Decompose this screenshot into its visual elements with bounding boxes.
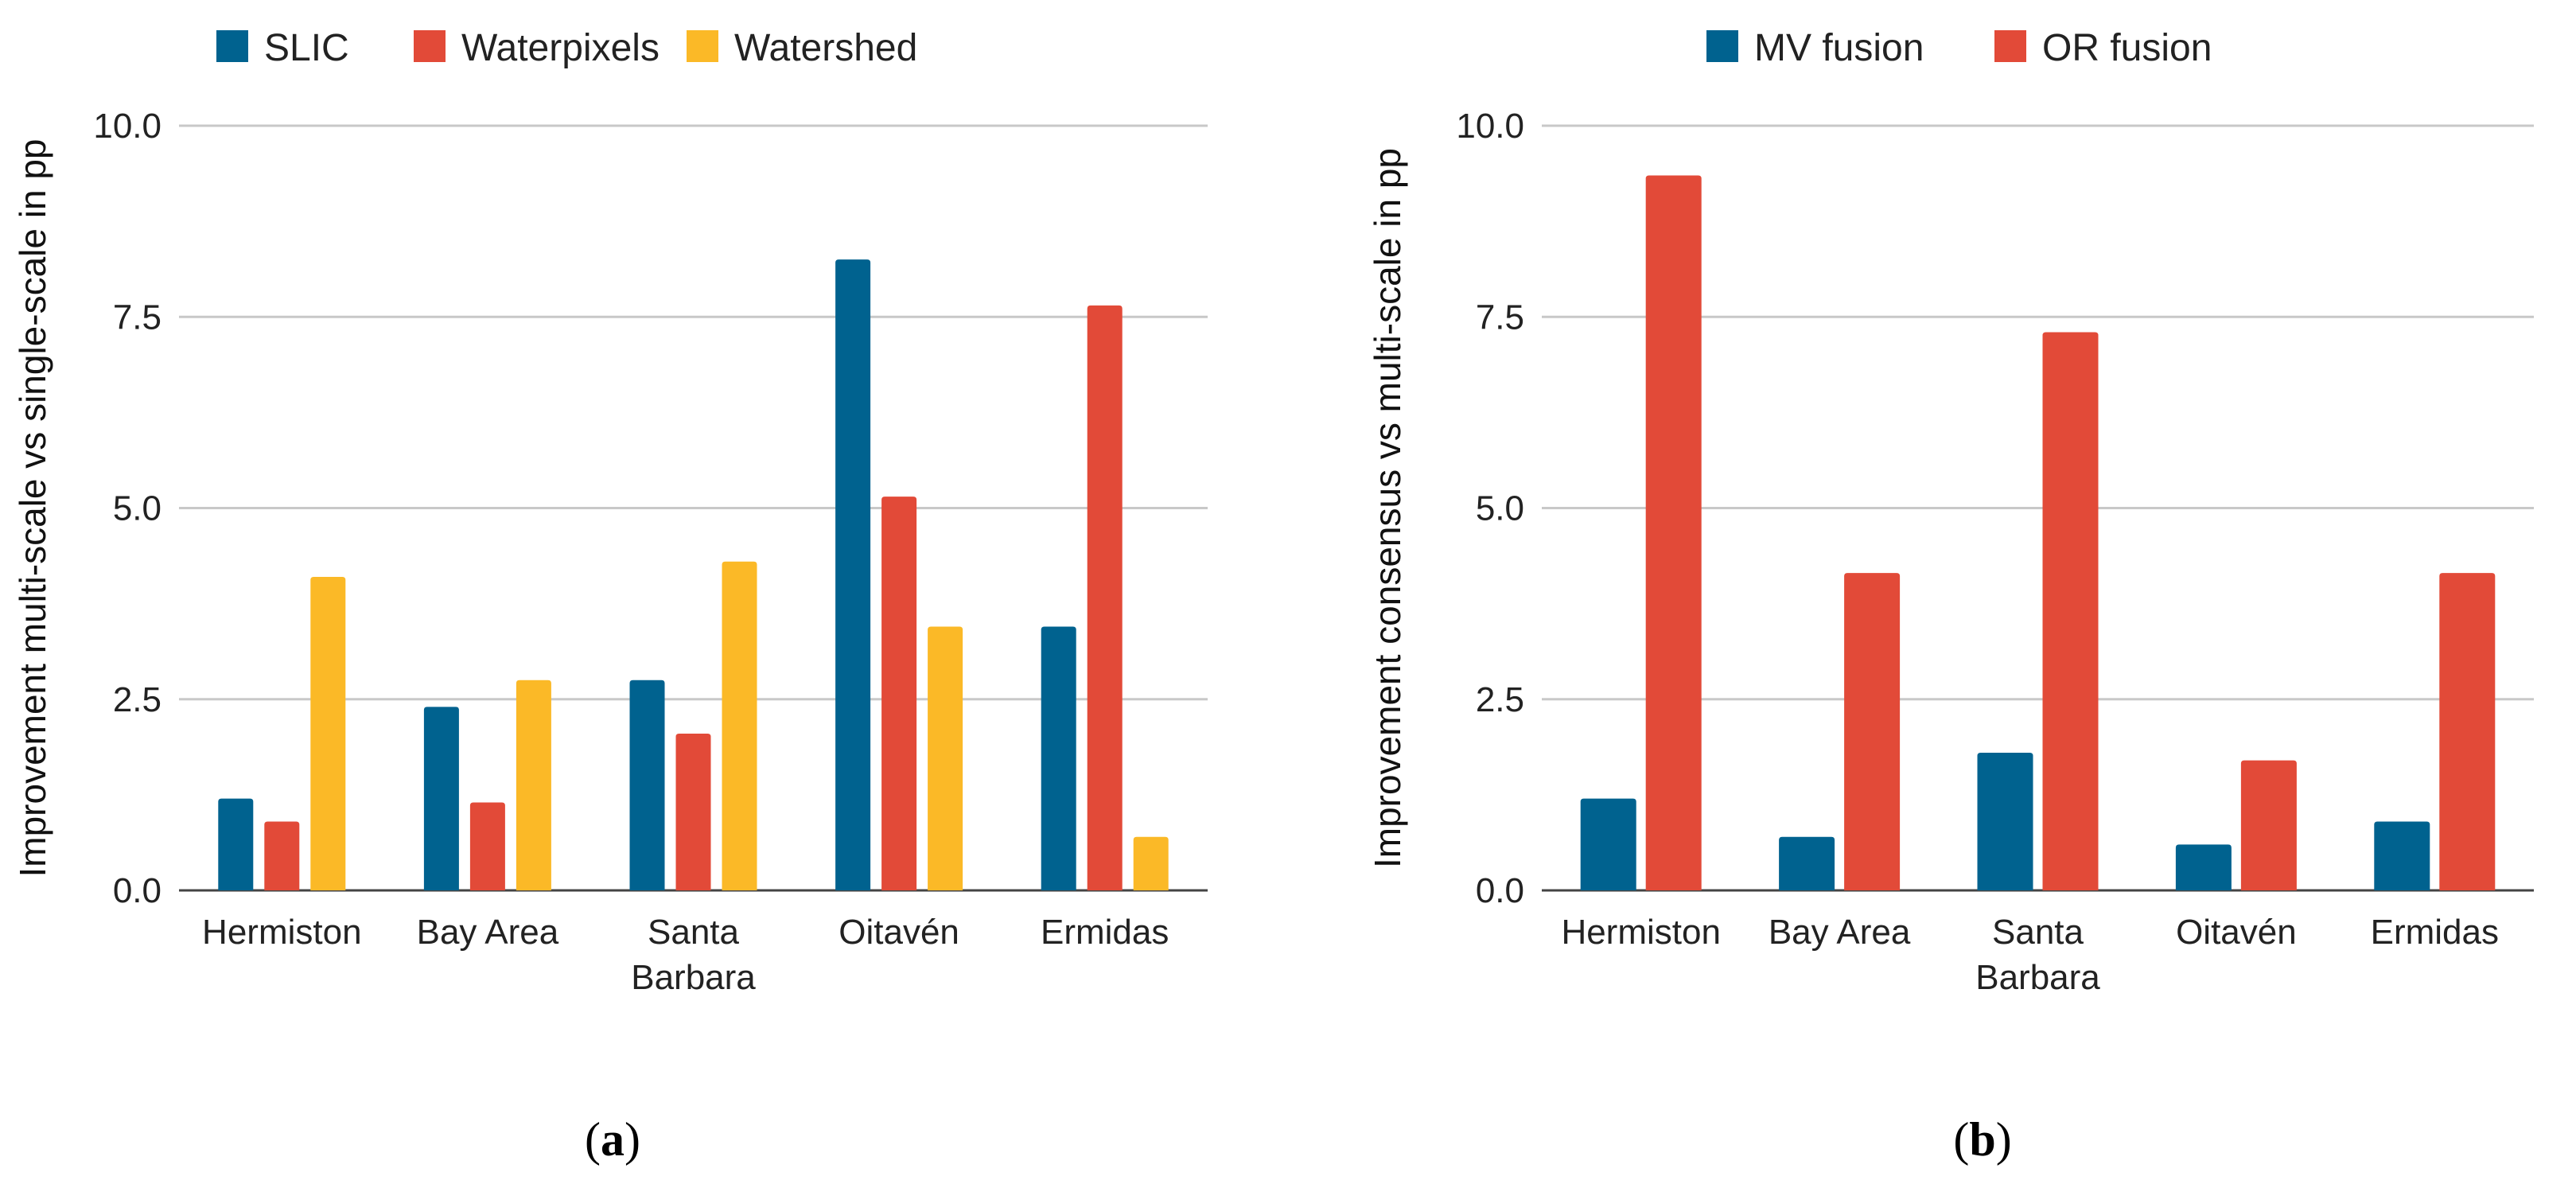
- chart-a-bar-watershed: [928, 626, 963, 890]
- chart-b-caption: (b): [1953, 1113, 2011, 1166]
- chart-b-x-tick-label: Barbara: [1975, 958, 2100, 997]
- chart-a-y-tick-label: 10.0: [93, 107, 161, 146]
- chart-a-y-tick-label: 0.0: [113, 871, 161, 910]
- chart-b-legend-swatch: [1706, 30, 1738, 62]
- chart-a-legend-entry: SLIC: [264, 27, 349, 69]
- chart-b-legend-entry: MV fusion: [1754, 27, 1924, 69]
- chart-b-bar-mv-fusion: [1779, 836, 1835, 890]
- chart-a-x-tick-label: Oitavén: [839, 913, 959, 952]
- chart-a-bar-watershed: [516, 680, 551, 890]
- chart-a-legend-swatch: [414, 30, 446, 62]
- chart-b-legend-entry: OR fusion: [2042, 27, 2212, 69]
- chart-a-caption: (a): [585, 1113, 640, 1166]
- chart-b-x-tick-label: Bay Area: [1769, 913, 1911, 952]
- chart-a-x-tick-label: Barbara: [631, 958, 756, 997]
- chart-b-x-tick-label: Oitavén: [2176, 913, 2297, 952]
- chart-a-y-tick-label: 5.0: [113, 489, 161, 528]
- chart-b-bar-or-fusion: [1645, 175, 1702, 891]
- chart-a-bar-waterpixels: [469, 802, 505, 890]
- chart-a-legend-swatch: [687, 30, 718, 62]
- chart-b-y-tick-label: 7.5: [1476, 298, 1524, 337]
- chart-a-legend-swatch: [216, 30, 248, 62]
- chart-a-y-axis-label: Improvement multi-scale vs single-scale …: [12, 138, 53, 877]
- chart-b-bar-mv-fusion: [2374, 821, 2430, 890]
- chart-b-bar-or-fusion: [2439, 573, 2496, 890]
- chart-a-bar-slic: [423, 707, 459, 890]
- chart-a-y-tick-label: 2.5: [113, 680, 161, 719]
- chart-a-bar-watershed: [722, 561, 757, 890]
- chart-a-x-tick-label: Ermidas: [1041, 913, 1169, 952]
- chart-b-y-tick-label: 2.5: [1476, 680, 1524, 719]
- chart-a-legend-entry: Waterpixels: [461, 27, 660, 69]
- chart-a-legend-entry: Watershed: [734, 27, 917, 69]
- chart-a-x-tick-label: Bay Area: [417, 913, 559, 952]
- chart-b-y-tick-label: 0.0: [1476, 871, 1524, 910]
- chart-b-y-tick-label: 10.0: [1456, 107, 1524, 146]
- chart-a-bar-waterpixels: [675, 733, 711, 890]
- chart-b-y-tick-label: 5.0: [1476, 489, 1524, 528]
- chart-b-legend-swatch: [1994, 30, 2026, 62]
- chart-b-bar-mv-fusion: [2175, 844, 2232, 890]
- chart-b-bar-or-fusion: [2240, 760, 2297, 890]
- chart-b-x-tick-label: Ermidas: [2371, 913, 2499, 952]
- chart-b-x-tick-label: Hermiston: [1561, 913, 1721, 952]
- chart-a-bar-slic: [1041, 626, 1076, 890]
- chart-a-bar-slic: [218, 798, 254, 890]
- chart-a-bar-waterpixels: [1087, 305, 1123, 891]
- chart-a-bar-waterpixels: [881, 497, 917, 890]
- chart-a-bar-watershed: [310, 576, 346, 890]
- chart-b-bar-or-fusion: [2042, 332, 2099, 891]
- chart-a-y-tick-label: 7.5: [113, 298, 161, 337]
- chart-a-x-tick-label: Hermiston: [202, 913, 362, 952]
- chart-b-y-axis-label: Improvement consensus vs multi-scale in …: [1367, 148, 1408, 868]
- chart-b-bar-mv-fusion: [1977, 753, 2033, 890]
- chart-a-bar-waterpixels: [264, 821, 300, 890]
- chart-a-bar-slic: [629, 680, 665, 890]
- chart-b-x-tick-label: Santa: [1992, 913, 2084, 952]
- chart-a-bar-slic: [835, 259, 871, 890]
- chart-a-x-tick-label: Santa: [648, 913, 740, 952]
- chart-b-bar-mv-fusion: [1580, 798, 1636, 890]
- chart-b-bar-or-fusion: [1844, 573, 1901, 890]
- chart-a-bar-watershed: [1133, 836, 1169, 890]
